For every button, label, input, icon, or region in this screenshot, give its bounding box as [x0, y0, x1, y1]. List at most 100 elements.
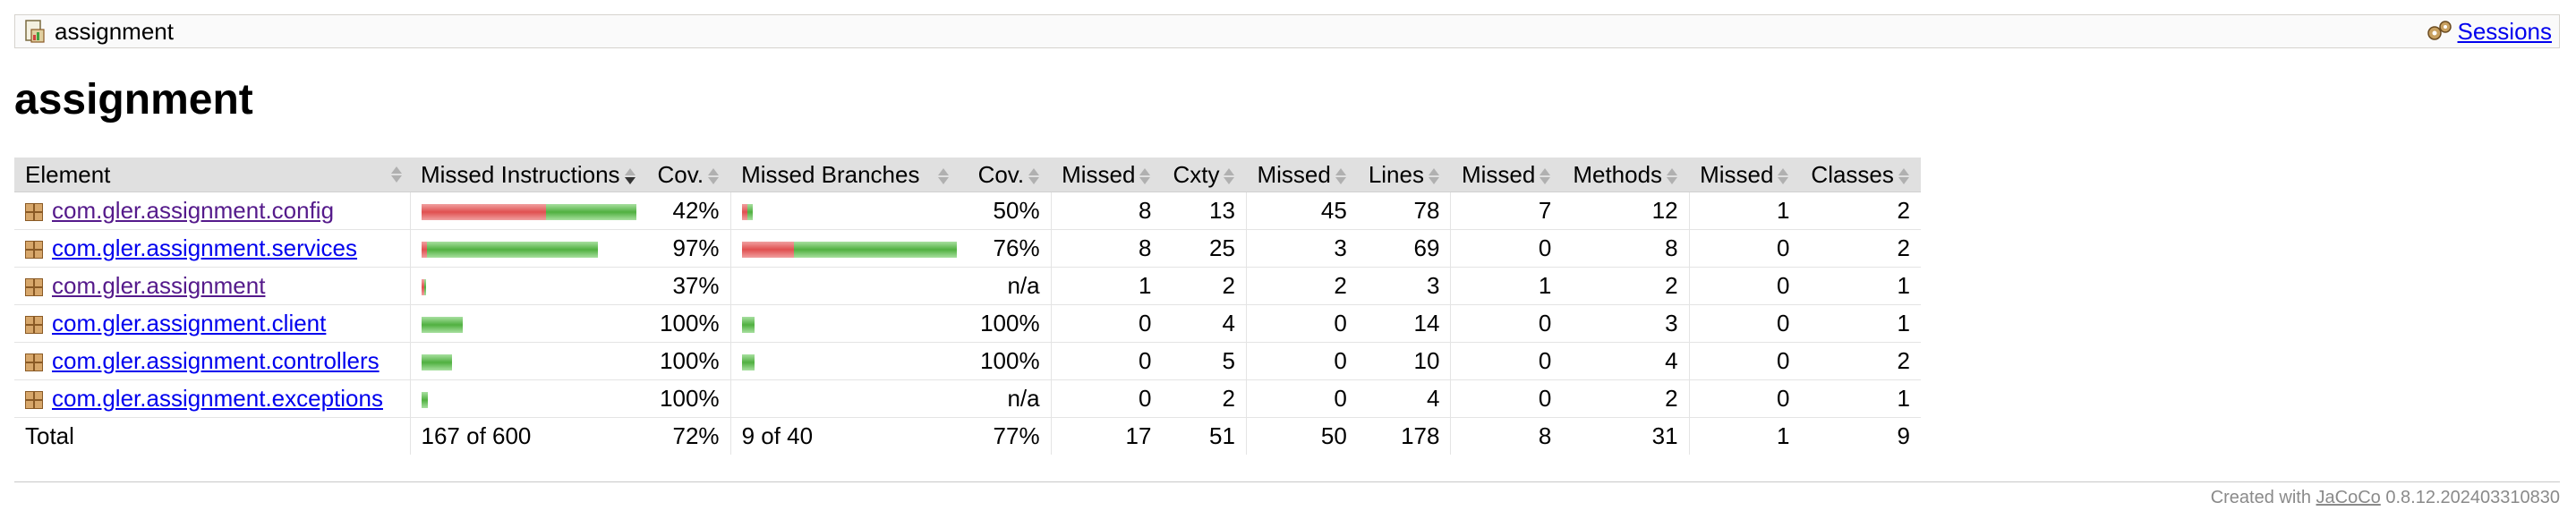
- instr-cov: 37%: [646, 267, 731, 305]
- table-row: com.gler.assignment 37% n/a 1 2 2 3 1 2 0 1: [14, 267, 1921, 305]
- total-methods: 31: [1562, 417, 1690, 455]
- methods: 8: [1562, 229, 1690, 268]
- sessions-link[interactable]: Sessions: [2457, 17, 2553, 45]
- instr-cov: 97%: [646, 229, 731, 268]
- col-branch-cov[interactable]: Cov.: [967, 158, 1052, 192]
- coverage-table: Element Missed Instructions Cov. Missed …: [14, 158, 1921, 455]
- classes-missed: 0: [1688, 379, 1801, 418]
- sort-icon: [707, 167, 720, 185]
- lines: 14: [1357, 304, 1451, 343]
- table-row: com.gler.assignment.services 97% 76% 8 25 3 69…: [14, 229, 1921, 268]
- missed-bar: [741, 242, 794, 259]
- branch-cov: 76%: [967, 229, 1052, 268]
- total-classes: 9: [1800, 417, 1921, 455]
- package-icon: [25, 316, 43, 335]
- package-link[interactable]: com.gler.assignment.config: [52, 197, 335, 224]
- lines: 4: [1357, 379, 1451, 418]
- col-missed-instructions[interactable]: Missed Instructions: [410, 158, 647, 192]
- col-methods[interactable]: Methods: [1562, 158, 1690, 192]
- branch-cov: 100%: [967, 304, 1052, 343]
- covered-bar: [741, 354, 755, 371]
- methods: 3: [1562, 304, 1690, 343]
- jacoco-link[interactable]: JaCoCo: [2316, 488, 2381, 507]
- instr-cov: 42%: [646, 192, 731, 230]
- package-link[interactable]: com.gler.assignment.exceptions: [52, 385, 383, 412]
- covered-bar: [421, 354, 452, 371]
- instructions-bar-cell: [409, 342, 647, 380]
- covered-bar: [741, 317, 755, 334]
- package-icon: [25, 241, 43, 260]
- instr-cov: 100%: [646, 379, 731, 418]
- col-cxty[interactable]: Cxty: [1162, 158, 1247, 192]
- total-methods-missed: 8: [1450, 417, 1563, 455]
- classes-missed: 0: [1688, 267, 1801, 305]
- col-instr-cov[interactable]: Cov.: [646, 158, 731, 192]
- col-lines[interactable]: Lines: [1357, 158, 1451, 192]
- col-classes[interactable]: Classes: [1800, 158, 1921, 192]
- classes-missed: 0: [1688, 304, 1801, 343]
- package-link[interactable]: com.gler.assignment.client: [52, 310, 327, 336]
- col-cx-missed[interactable]: Missed: [1051, 158, 1163, 192]
- branches-bar-cell: [729, 229, 968, 268]
- covered-bar: [421, 392, 428, 409]
- sort-icon: [937, 167, 950, 185]
- footer: Created with JaCoCo 0.8.12.202403310830: [14, 481, 2560, 508]
- total-cx-missed: 17: [1050, 417, 1163, 455]
- sort-icon: [1666, 167, 1678, 185]
- table-header-row: Element Missed Instructions Cov. Missed …: [14, 158, 1921, 192]
- methods-missed: 0: [1450, 229, 1563, 268]
- total-label: Total: [14, 417, 410, 455]
- col-lines-missed[interactable]: Missed: [1246, 158, 1358, 192]
- methods: 12: [1562, 192, 1690, 230]
- element-cell: com.gler.assignment.client: [14, 304, 410, 343]
- col-classes-missed[interactable]: Missed: [1689, 158, 1801, 192]
- instructions-bar-cell: [409, 229, 647, 268]
- instructions-bar-cell: [409, 192, 647, 230]
- sort-icon: [1028, 167, 1040, 185]
- branch-cov: n/a: [967, 267, 1052, 305]
- breadcrumb-title: assignment: [55, 17, 174, 45]
- package-link[interactable]: com.gler.assignment.controllers: [52, 347, 380, 374]
- classes: 2: [1800, 342, 1921, 380]
- footer-version: 0.8.12.202403310830: [2380, 488, 2560, 507]
- classes-missed: 1: [1688, 192, 1801, 230]
- footer-prefix: Created with: [2210, 488, 2316, 507]
- total-lines: 178: [1357, 417, 1451, 455]
- col-element[interactable]: Element: [14, 158, 410, 192]
- package-link[interactable]: com.gler.assignment.services: [52, 234, 358, 261]
- lines: 69: [1357, 229, 1451, 268]
- total-classes-missed: 1: [1688, 417, 1801, 455]
- package-icon: [25, 203, 43, 222]
- col-missed-branches[interactable]: Missed Branches: [730, 158, 968, 192]
- sort-icon: [1139, 167, 1151, 185]
- sort-icon: [390, 166, 403, 183]
- classes: 1: [1800, 267, 1921, 305]
- cxty: 2: [1162, 379, 1247, 418]
- package-link[interactable]: com.gler.assignment: [52, 272, 266, 299]
- cxty: 2: [1162, 267, 1247, 305]
- lines-missed: 45: [1245, 192, 1358, 230]
- total-branch-cov: 77%: [967, 417, 1052, 455]
- sessions-icon: [2426, 19, 2454, 44]
- cx-missed: 0: [1050, 304, 1163, 343]
- covered-bar: [423, 279, 426, 296]
- total-lines-missed: 50: [1245, 417, 1358, 455]
- methods-missed: 7: [1450, 192, 1563, 230]
- branches-bar-cell: [729, 304, 968, 343]
- methods: 2: [1562, 267, 1690, 305]
- lines: 10: [1357, 342, 1451, 380]
- cx-missed: 0: [1050, 342, 1163, 380]
- element-cell: com.gler.assignment.exceptions: [14, 379, 410, 418]
- col-methods-missed[interactable]: Missed: [1450, 158, 1563, 192]
- covered-bar: [421, 317, 463, 334]
- instructions-bar-cell: [409, 304, 647, 343]
- lines-missed: 0: [1245, 304, 1358, 343]
- table-row: com.gler.assignment.exceptions 100% n/a 0 2 0…: [14, 379, 1921, 418]
- methods-missed: 0: [1450, 342, 1563, 380]
- table-row: com.gler.assignment.config 42% 50% 8 13 45 78 7…: [14, 192, 1921, 230]
- branch-cov: 100%: [967, 342, 1052, 380]
- page-title: assignment: [14, 76, 253, 123]
- cx-missed: 8: [1050, 229, 1163, 268]
- branches-bar-cell: [729, 267, 968, 305]
- covered-bar: [746, 204, 753, 221]
